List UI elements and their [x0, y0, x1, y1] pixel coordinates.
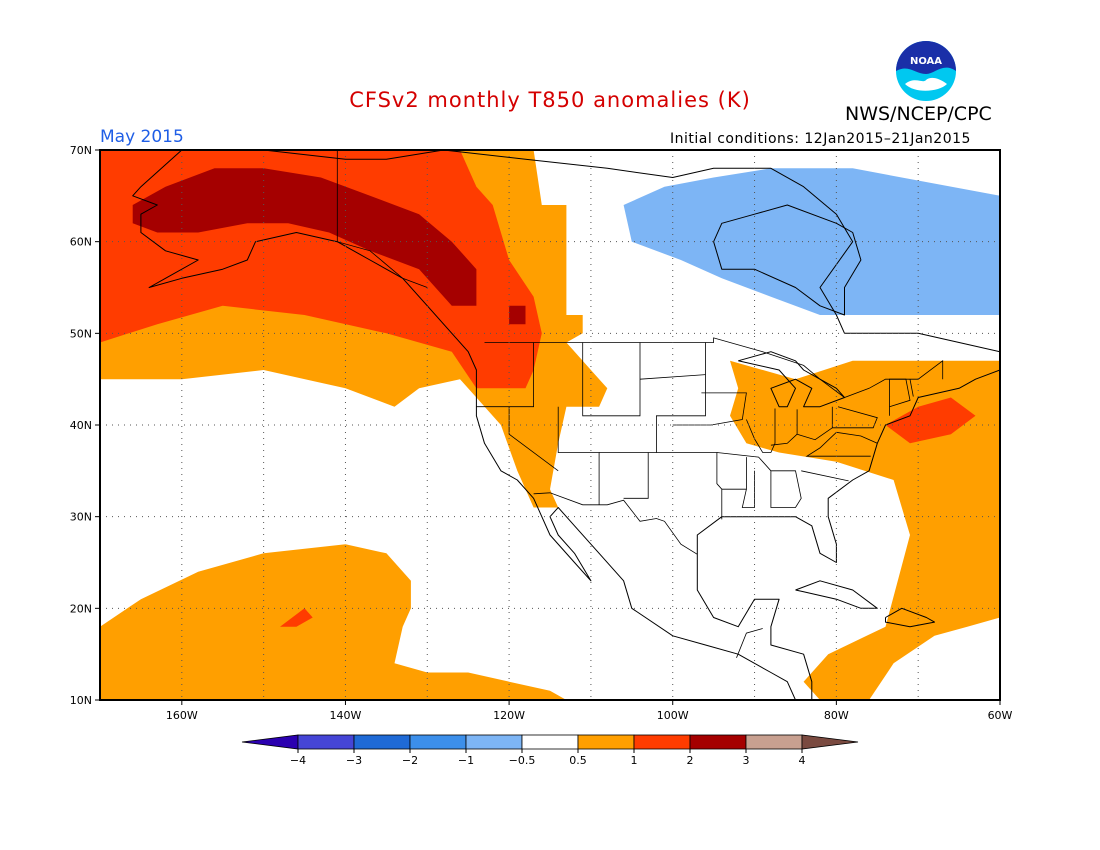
state-line-20: [909, 379, 914, 397]
valid-month-label: May 2015: [100, 127, 184, 147]
lon-tick-label: 60W: [988, 709, 1013, 722]
lon-tick-label: 120W: [493, 709, 525, 722]
legend-color-box: [465, 734, 523, 750]
legend-color-box: [745, 734, 803, 750]
us-canada-border: [484, 337, 944, 398]
anomaly-region-north-atlantic-1-2: [885, 397, 976, 444]
great-lakes: [738, 351, 845, 408]
anomaly-region-subtropical-pacific-0.5-1: [100, 544, 567, 700]
coastlines: [132, 150, 1000, 700]
initial-conditions-label: Initial conditions: 12Jan2015–21Jan2015: [670, 131, 971, 147]
legend-tick-label: −1: [458, 754, 474, 767]
legend-color-box: [633, 734, 691, 750]
chart-title: CFSv2 monthly T850 anomalies (K): [349, 88, 751, 112]
legend-tick-label: −3: [346, 754, 362, 767]
anomaly-region-east-us-atlantic-0.5-1: [730, 360, 1000, 700]
lon-tick-label: 80W: [824, 709, 849, 722]
legend-color-box: [521, 734, 579, 750]
legend-color-box: [689, 734, 747, 750]
color-legend: −4 −3 −2 −1 −0.5 0.5 1 2 3 4: [241, 734, 859, 767]
agency-label: NWS/NCEP/CPC: [845, 103, 992, 125]
state-line-8: [656, 452, 723, 520]
state-line-10: [716, 452, 802, 508]
hispaniola: [885, 607, 935, 628]
noaa-logo-icon: NOAA: [896, 41, 956, 101]
legend-color-box: [297, 734, 355, 750]
lat-tick-label: 70N: [70, 144, 92, 157]
legend-tick-label: 3: [743, 754, 750, 767]
anomaly-regions: [100, 150, 1000, 700]
legend-tick-label: 1: [631, 754, 638, 767]
lon-tick-label: 100W: [657, 709, 689, 722]
state-line-18: [801, 470, 849, 482]
state-line-12: [741, 470, 755, 508]
state-line-16: [832, 406, 878, 429]
legend-tick-label: 0.5: [569, 754, 587, 767]
cuba: [795, 580, 878, 609]
state-line-7: [623, 452, 649, 499]
state-line-1: [476, 342, 534, 408]
lat-tick-label: 30N: [70, 511, 92, 524]
anomaly-region-pacific-northwest-2-3: [509, 305, 526, 325]
legend-color-box: [577, 734, 635, 750]
lat-tick-label: 50N: [70, 327, 92, 340]
state-line-2: [508, 406, 559, 472]
us-mexico-border: [533, 492, 698, 555]
state-line-9: [672, 392, 747, 426]
state-line-15: [796, 406, 833, 441]
legend-color-box: [353, 734, 411, 750]
alaska-canada-border: [336, 150, 428, 288]
lon-tick-label: 160W: [166, 709, 198, 722]
legend-tick-label: −0.5: [509, 754, 536, 767]
lat-lon-grid: [100, 150, 1000, 700]
hudson-bay: [713, 204, 862, 316]
legend-arrow-low: [241, 734, 299, 750]
state-line-5: [599, 342, 706, 453]
lat-tick-label: 40N: [70, 419, 92, 432]
lat-tick-label: 20N: [70, 602, 92, 615]
state-line-19: [889, 378, 911, 416]
pacific-coast: [132, 186, 798, 700]
lat-tick-label: 60N: [70, 236, 92, 249]
state-line-17: [805, 431, 878, 457]
legend-tick-label: 2: [687, 754, 694, 767]
legend-tick-label: −4: [290, 754, 306, 767]
state-line-4: [557, 406, 600, 505]
legend-color-box: [409, 734, 467, 750]
axis-ticks: 160W 140W 120W 100W 80W 60W 10N 20N 30N 40N 50N 60N…: [70, 144, 1013, 722]
legend-tick-label: 4: [799, 754, 806, 767]
lat-tick-label: 10N: [70, 694, 92, 707]
north-america-coast: [140, 150, 1000, 700]
state-line-14: [770, 409, 798, 446]
mexico-central-america-line: [736, 628, 763, 658]
legend-arrow-high: [801, 734, 859, 750]
svg-text:NOAA: NOAA: [910, 56, 942, 67]
anomaly-region-alaska-2-3: [132, 168, 477, 306]
legend-tick-label: −2: [402, 754, 418, 767]
anomaly-region-canada-cool-minus1-minus0.5: [623, 168, 1000, 315]
lon-tick-label: 140W: [330, 709, 362, 722]
anomaly-region-hawaii-1-2: [280, 608, 313, 627]
state-line-6: [639, 374, 706, 380]
state-line-13: [746, 408, 776, 453]
